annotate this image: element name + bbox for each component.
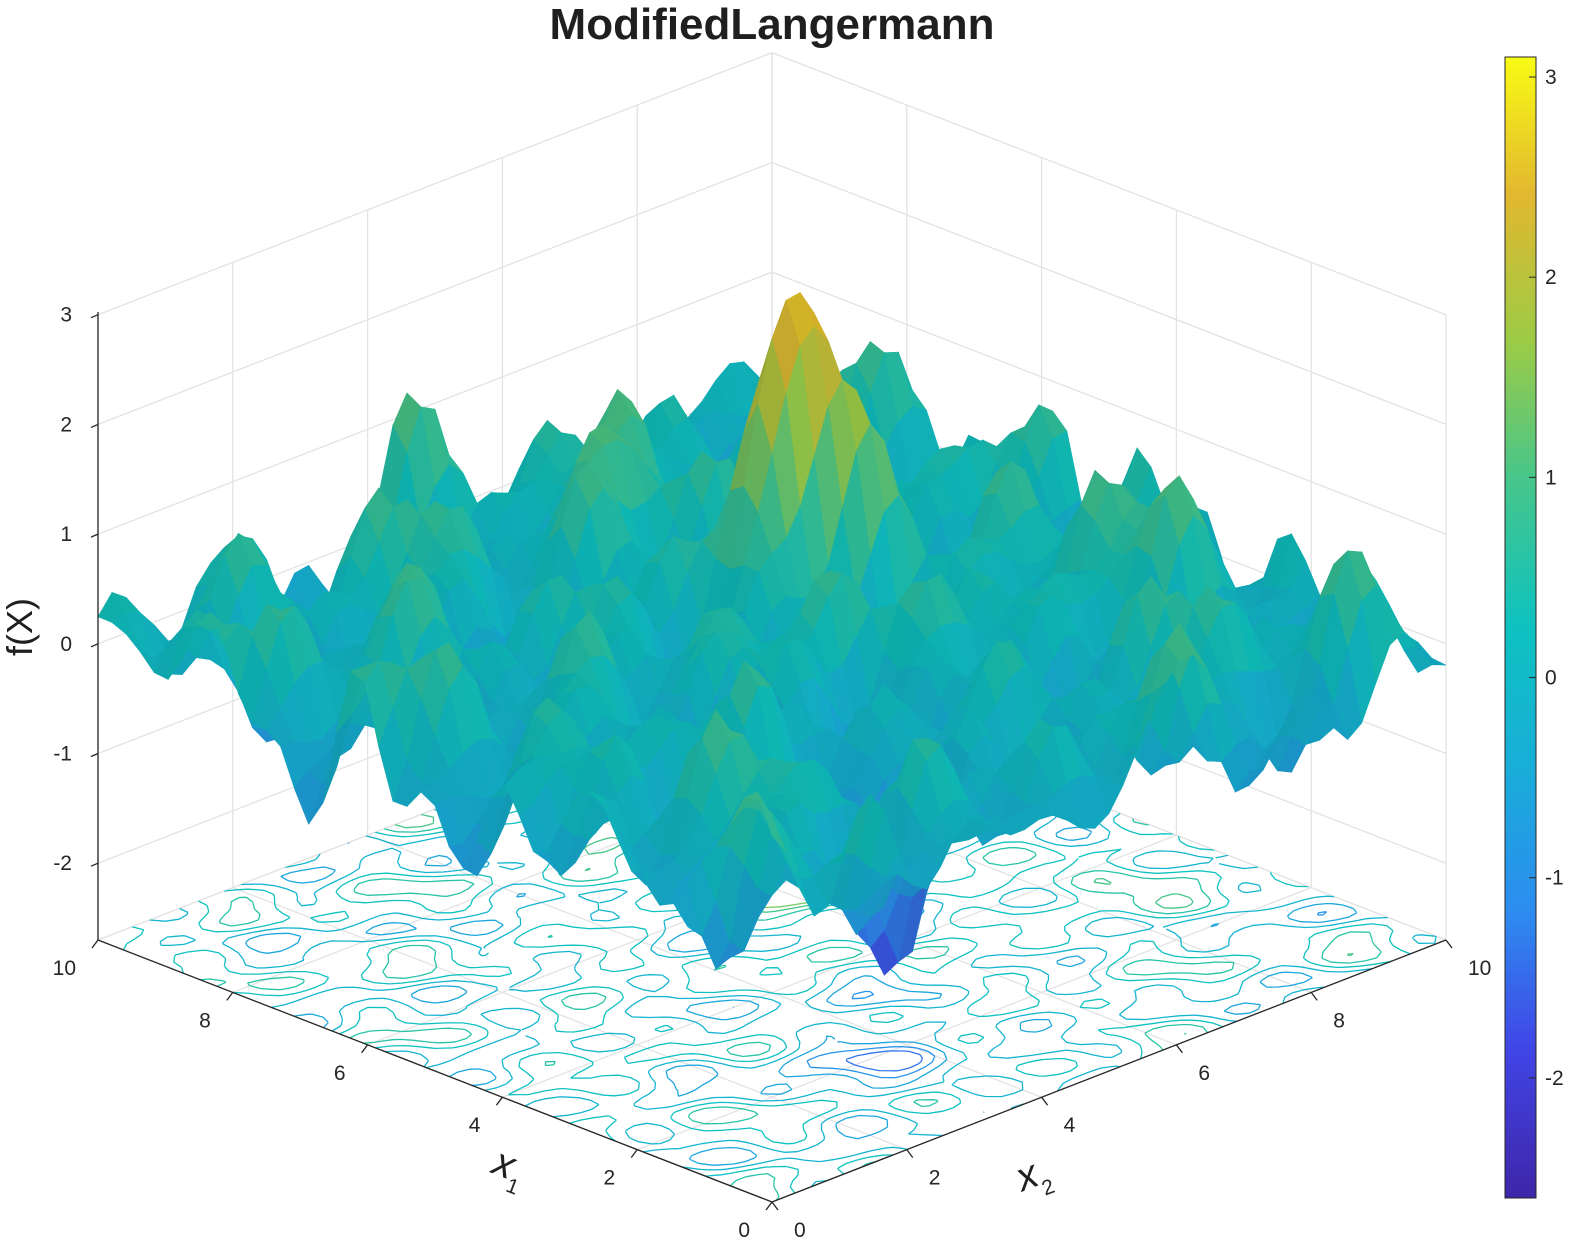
contour-line (845, 1050, 924, 1072)
z-tick-mark (90, 314, 99, 319)
z-tick-label: -2 (53, 852, 72, 875)
x1-tick-label: 10 (53, 957, 76, 980)
axis-ticks: -2 -1 0 1 2 3 0 2 4 6 8 10 0 2 4 6 8 10 (53, 304, 1492, 1237)
x1-tick-label: 6 (334, 1062, 346, 1085)
grid-line (97, 161, 1447, 426)
grid-line (636, 886, 1312, 1151)
x1-axis-label: x1 (482, 1139, 532, 1200)
z-tick-mark (90, 862, 99, 867)
x1-tick-label: 4 (469, 1114, 481, 1137)
svg-text:x2: x2 (1008, 1148, 1058, 1209)
z-tick-label: 1 (60, 523, 72, 546)
axis-lines (97, 312, 1447, 1203)
colorbar-tick-label: 2 (1545, 266, 1557, 289)
z-tick-mark (90, 643, 99, 648)
colorbar: -2 -1 0 1 2 3 (1504, 56, 1564, 1199)
x1-tick-mark (495, 1096, 503, 1106)
grid-line (97, 52, 1447, 316)
colorbar-tick-label: 1 (1545, 466, 1557, 489)
x1-tick-mark (361, 1044, 369, 1054)
z-tick-label: 2 (60, 413, 72, 436)
x2-tick-mark (1445, 939, 1453, 949)
grid-line (232, 886, 908, 1151)
x2-tick-label: 4 (1064, 1114, 1076, 1137)
colorbar-tick-label: -2 (1545, 1067, 1564, 1090)
x2-tick-label: 8 (1333, 1009, 1345, 1032)
colorbar-ticks: -2 -1 0 1 2 3 (1529, 66, 1564, 1090)
x2-tick-label: 2 (929, 1167, 941, 1190)
surface-patch (757, 791, 787, 852)
x2-tick-mark (1175, 1044, 1183, 1054)
x2-tick-mark (1310, 992, 1318, 1001)
x1-tick-mark (765, 1201, 773, 1211)
x2-tick-mark (1041, 1096, 1049, 1106)
colorbar-tick-label: -1 (1545, 867, 1564, 890)
x1-tick-label: 0 (738, 1219, 750, 1237)
surface-patch (1403, 644, 1433, 673)
grid-line (367, 834, 1042, 1098)
x2-tick-mark (906, 1149, 914, 1158)
z-tick-mark (90, 533, 99, 538)
svg-text:x1: x1 (482, 1139, 532, 1200)
x2-tick-mark (771, 1201, 779, 1211)
colorbar-tick-label: 0 (1545, 667, 1557, 690)
x1-tick-mark (226, 992, 234, 1001)
x1-tick-mark (91, 939, 99, 949)
colorbar-gradient (1504, 56, 1537, 1199)
z-axis-label: f(X) (0, 598, 40, 656)
surface-plot (97, 292, 1447, 976)
z-tick-label: 3 (60, 304, 72, 327)
z-tick-mark (90, 423, 99, 429)
z-tick-mark (90, 752, 99, 758)
x2-axis-label: x2 (1008, 1148, 1058, 1209)
colorbar-tick-label: 3 (1545, 66, 1557, 89)
x2-axis-line (771, 939, 1447, 1203)
chart-title: ModifiedLangermann (550, 0, 995, 49)
x2-tick-label: 0 (794, 1219, 806, 1237)
z-tick-label: -1 (53, 743, 72, 766)
x1-tick-label: 8 (199, 1009, 211, 1032)
x1-tick-mark (630, 1149, 638, 1158)
x1-axis-line (97, 939, 773, 1203)
grid-line (97, 271, 1447, 535)
x1-tick-label: 2 (604, 1167, 616, 1190)
z-tick-label: 0 (60, 633, 72, 656)
x2-tick-label: 10 (1468, 957, 1491, 980)
x2-tick-label: 6 (1198, 1062, 1210, 1085)
